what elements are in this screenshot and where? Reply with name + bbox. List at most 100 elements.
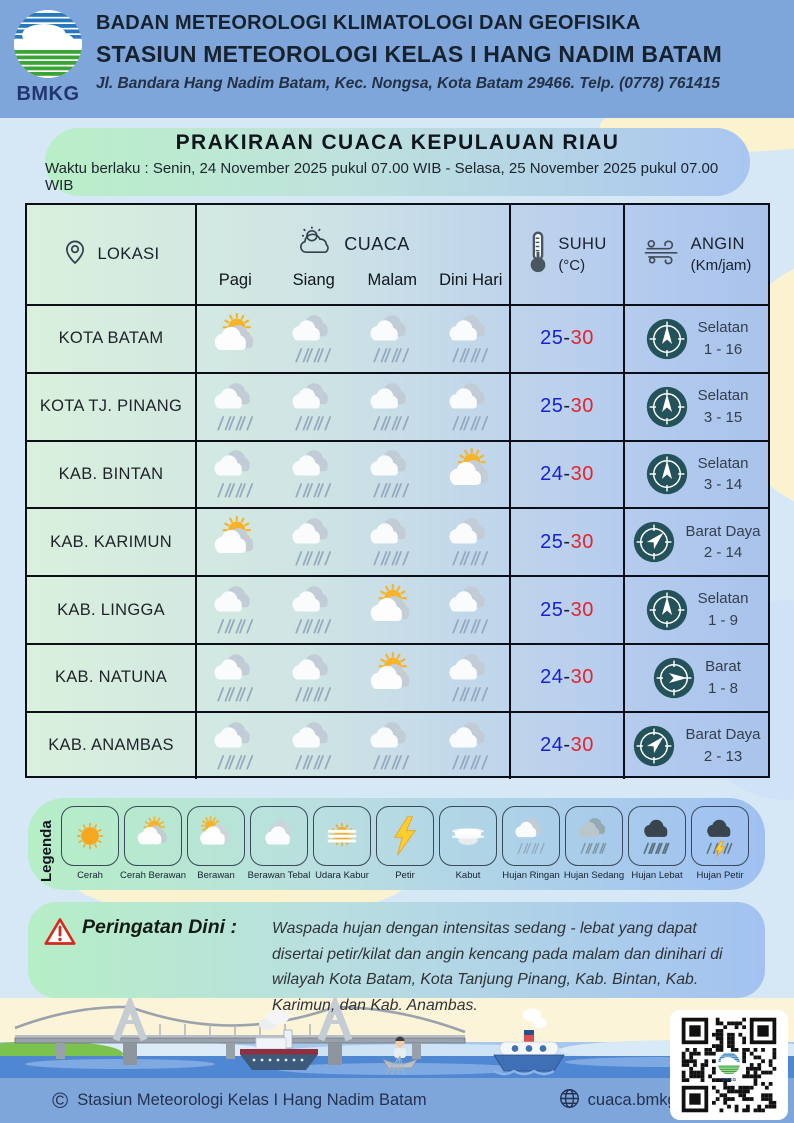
legend-weather-icon <box>61 806 119 866</box>
wind-compass-icon <box>652 656 696 700</box>
temp-separator: - <box>563 666 571 689</box>
temperature-cell: 25 - 30 <box>509 306 623 372</box>
temperature-cell: 25 - 30 <box>509 577 623 643</box>
temperature-cell: 25 - 30 <box>509 509 623 576</box>
wind-cell: Barat Daya 2 - 13 <box>623 712 768 779</box>
legend-weather-icon <box>502 806 560 866</box>
legend-item-label: Udara Kabur <box>315 870 369 881</box>
org-name: BADAN METEOROLOGI KLIMATOLOGI DAN GEOFIS… <box>96 12 641 34</box>
weather-icon-siang <box>274 374 353 440</box>
wind-direction: Selatan <box>697 386 749 404</box>
warning-triangle-icon <box>44 916 76 946</box>
temp-separator: - <box>563 395 571 418</box>
angin-unit: (Km/jam) <box>690 256 752 274</box>
weather-icon-dinihari <box>431 713 510 779</box>
forecast-row: KAB. LINGGA 25 - 30 Selatan 1 - 9 <box>27 575 768 643</box>
forecast-row: KAB. NATUNA 24 - 30 Barat 1 - 8 <box>27 642 768 711</box>
legend-item-label: Petir <box>395 870 415 881</box>
copyright-icon: © <box>52 1087 69 1113</box>
location-name: KAB. LINGGA <box>57 600 165 619</box>
weather-icon-siang <box>274 577 353 643</box>
temp-min: 25 <box>540 395 564 418</box>
legend-band: Legenda Cerah Cerah Berawan Berawan Bera… <box>28 798 765 890</box>
weather-icon-pagi <box>195 712 274 779</box>
bmkg-logo: BMKG <box>0 0 96 106</box>
temp-min: 24 <box>540 462 564 485</box>
temp-separator: - <box>563 327 571 350</box>
time-label-malam: Malam <box>367 271 417 289</box>
qr-code: BMKG <box>670 1010 788 1120</box>
wind-cell: Barat Daya 2 - 14 <box>623 509 768 576</box>
header-lokasi: LOKASI <box>27 205 195 304</box>
wind-speed-range: 1 - 9 <box>707 612 738 630</box>
forecast-row: KOTA BATAM 25 - 30 Selatan 1 - 16 <box>27 304 768 372</box>
wind-speed-range: 1 - 16 <box>703 340 743 358</box>
legend-item-label: Hujan Petir <box>696 870 744 881</box>
weather-icon-dinihari <box>431 442 510 508</box>
cuaca-label: CUACA <box>344 233 410 254</box>
temp-max: 30 <box>570 666 594 689</box>
weather-icon-malam <box>352 509 431 575</box>
temp-max: 30 <box>570 530 594 553</box>
legend-weather-icon <box>691 806 749 866</box>
title-card: PRAKIRAAN CUACA KEPULAUAN RIAU Waktu ber… <box>45 128 750 196</box>
temperature-cell: 25 - 30 <box>509 373 623 440</box>
table-header-row: LOKASI CUACA Pagi Siang Malam Dini Hari … <box>27 205 768 304</box>
location-cell: KAB. KARIMUN <box>27 509 195 575</box>
weather-icon-pagi <box>195 373 274 440</box>
legend-weather-icon <box>439 806 497 866</box>
legend-weather-icon <box>187 806 245 866</box>
weather-icon-siang <box>274 306 353 372</box>
legend-weather-icon <box>250 806 308 866</box>
header-cuaca: CUACA Pagi Siang Malam Dini Hari <box>195 205 509 304</box>
weather-icon-siang <box>274 509 353 575</box>
temp-separator: - <box>563 530 571 553</box>
forecast-row: KOTA TJ. PINANG 25 - 30 Selatan 3 - 15 <box>27 371 768 440</box>
temperature-cell: 24 - 30 <box>509 441 623 508</box>
time-label-pagi: Pagi <box>218 271 252 289</box>
temp-min: 25 <box>540 598 564 621</box>
weather-icon-malam <box>352 577 431 643</box>
temp-min: 25 <box>540 327 564 350</box>
wind-compass-icon <box>632 520 676 564</box>
weather-icon-pagi <box>195 306 274 372</box>
temp-separator: - <box>563 598 571 621</box>
wind-direction: Barat <box>705 658 741 676</box>
suhu-label: SUHU <box>558 235 607 254</box>
location-name: KAB. KARIMUN <box>50 532 172 551</box>
location-cell: KOTA BATAM <box>27 306 195 372</box>
temp-max: 30 <box>570 598 594 621</box>
forecast-row: KAB. ANAMBAS 24 - 30 Barat Daya 2 - 13 <box>27 710 768 779</box>
page-title: PRAKIRAAN CUACA KEPULAUAN RIAU <box>175 130 620 154</box>
legend-item: Berawan Tebal <box>248 806 310 881</box>
weather-icon-dinihari <box>431 509 510 575</box>
temperature-cell: 24 - 30 <box>509 712 623 779</box>
location-pin-icon <box>62 239 88 270</box>
weather-icon-malam <box>352 374 431 440</box>
legend-item: Hujan Petir <box>689 806 751 881</box>
footer-bar: © Stasiun Meteorologi Kelas I Hang Nadim… <box>0 1078 794 1123</box>
temp-separator: - <box>563 734 571 757</box>
thermometer-icon <box>527 230 549 279</box>
wind-direction: Selatan <box>697 319 749 337</box>
weather-icon-malam <box>352 306 431 372</box>
wind-compass-icon <box>645 588 689 632</box>
footer-copyright: Stasiun Meteorologi Kelas I Hang Nadim B… <box>77 1091 427 1109</box>
temperature-cell: 24 - 30 <box>509 644 623 711</box>
wind-direction: Selatan <box>697 454 749 472</box>
temp-max: 30 <box>570 395 594 418</box>
forecast-table: LOKASI CUACA Pagi Siang Malam Dini Hari … <box>25 203 770 779</box>
wind-compass-icon <box>632 724 676 768</box>
legend-item: Hujan Lebat <box>626 806 688 881</box>
coastal-bridge-illustration <box>0 994 794 1078</box>
location-name: KAB. BINTAN <box>58 464 164 483</box>
validity-period: Waktu berlaku : Senin, 24 November 2025 … <box>45 159 719 194</box>
header-suhu: SUHU (°C) <box>509 205 623 304</box>
wind-speed-range: 3 - 15 <box>703 408 743 426</box>
weather-icon-pagi <box>195 441 274 508</box>
location-cell: KAB. BINTAN <box>27 442 195 508</box>
location-name: KOTA TJ. PINANG <box>39 397 183 416</box>
legend-item-label: Berawan <box>197 870 235 881</box>
location-cell: KAB. LINGGA <box>27 577 195 643</box>
